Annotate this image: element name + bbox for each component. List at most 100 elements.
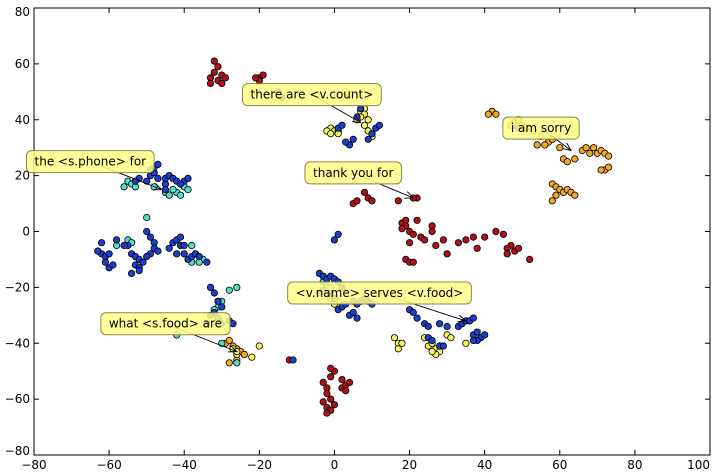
annotation-box: [287, 281, 472, 305]
data-point-red: [323, 409, 331, 417]
data-point-red: [413, 216, 421, 224]
data-point-red: [327, 395, 335, 403]
data-point-cyan: [176, 191, 185, 199]
data-point-blue: [146, 233, 154, 241]
data-point-red: [210, 57, 218, 65]
data-point-blue: [218, 303, 226, 311]
x-tick-label: −40: [172, 458, 197, 472]
data-point-orange: [541, 141, 549, 149]
data-point-blue: [368, 130, 376, 138]
data-point-blue: [120, 241, 128, 250]
data-point-blue: [289, 356, 297, 364]
data-point-red: [428, 227, 436, 236]
annotation-box: [304, 161, 402, 185]
data-point-blue: [113, 236, 121, 244]
data-point-red: [353, 197, 361, 205]
data-point-red: [319, 378, 327, 386]
data-point-blue: [357, 105, 365, 113]
data-point-yellow: [360, 121, 369, 129]
data-point-blue: [154, 174, 162, 182]
annotation-label: there are <v.count>: [251, 88, 374, 102]
data-point-red: [405, 239, 414, 247]
data-point-orange: [563, 158, 571, 166]
data-point-blue: [109, 261, 117, 269]
data-point-red: [503, 250, 511, 258]
data-point-blue: [469, 336, 477, 345]
annotation-label: <v.name> serves <v.food>: [296, 286, 464, 300]
data-point-blue: [469, 314, 477, 322]
data-point-red: [499, 230, 507, 238]
data-point-red: [462, 236, 470, 244]
data-point-red: [443, 250, 451, 258]
y-tick-label: −60: [5, 392, 30, 406]
data-point-red: [342, 387, 350, 395]
data-point-red: [210, 68, 218, 76]
x-tick-label: 60: [552, 458, 567, 472]
data-point-red: [323, 389, 331, 398]
data-point-blue: [143, 253, 151, 261]
data-point-blue: [101, 258, 110, 266]
data-point-red: [439, 236, 447, 244]
data-point-orange: [552, 191, 560, 199]
data-point-yellow: [255, 342, 263, 350]
data-point-red: [473, 244, 481, 252]
x-tick-label: 20: [402, 458, 417, 472]
data-point-blue: [184, 174, 192, 182]
annotation-box: [26, 150, 155, 174]
data-point-blue: [98, 239, 106, 247]
data-point-blue: [473, 328, 481, 336]
data-point-cyan: [184, 186, 192, 194]
data-point-cyan: [143, 213, 151, 222]
data-point-cyan: [165, 191, 173, 199]
y-tick-label: −20: [5, 280, 30, 294]
data-point-orange: [571, 155, 579, 163]
x-tick-label: −80: [21, 458, 46, 472]
annotation-arrow-head: [457, 314, 467, 323]
data-point-blue: [439, 342, 447, 350]
data-point-blue: [206, 283, 215, 291]
data-point-blue: [180, 241, 188, 250]
data-point-blue: [154, 247, 162, 255]
x-tick-label: 0: [331, 458, 339, 472]
annotation-callout: thank you for: [304, 161, 415, 199]
ticks-layer: −80 −60 −40 −20 0 20 40 60 80 100 −80 −60 −40 −20 0 20 4…: [5, 5, 711, 472]
data-point-cyan: [233, 359, 241, 367]
data-point-red: [409, 230, 417, 238]
data-point-blue: [353, 314, 361, 322]
annotation-label: i am sorry: [511, 121, 571, 135]
data-point-blue: [413, 314, 421, 322]
data-point-cyan: [225, 286, 233, 294]
annotation-arrow-head: [152, 183, 163, 191]
data-point-orange: [548, 197, 556, 205]
data-point-red: [338, 375, 346, 384]
annotation-callout: i am sorry: [502, 116, 580, 152]
data-point-blue: [105, 250, 113, 258]
annotation-arrow-head: [562, 142, 572, 152]
data-point-red: [398, 225, 406, 233]
data-point-blue: [161, 186, 169, 194]
data-point-blue: [165, 244, 173, 252]
annotation-arrow-head: [352, 115, 362, 124]
annotation-box: [242, 83, 382, 107]
plot-frame: [33, 7, 711, 456]
data-point-blue: [180, 250, 188, 258]
data-point-blue: [330, 236, 338, 244]
data-point-orange: [571, 191, 579, 199]
y-tick-label: 20: [15, 169, 30, 183]
annotation-label: thank you for: [313, 166, 393, 180]
annotation-box: [502, 116, 580, 140]
y-tick-label: 60: [15, 57, 30, 71]
data-point-blue: [443, 322, 451, 331]
data-point-blue: [342, 138, 350, 146]
data-point-blue: [176, 180, 185, 188]
data-point-orange: [556, 144, 564, 152]
data-point-blue: [349, 308, 357, 317]
data-point-blue: [135, 266, 143, 275]
data-point-yellow: [394, 345, 402, 353]
data-point-yellow: [364, 116, 372, 124]
data-point-yellow: [248, 353, 256, 361]
data-point-orange: [492, 110, 500, 118]
data-point-red: [514, 244, 523, 252]
y-tick-label: 40: [15, 113, 30, 127]
